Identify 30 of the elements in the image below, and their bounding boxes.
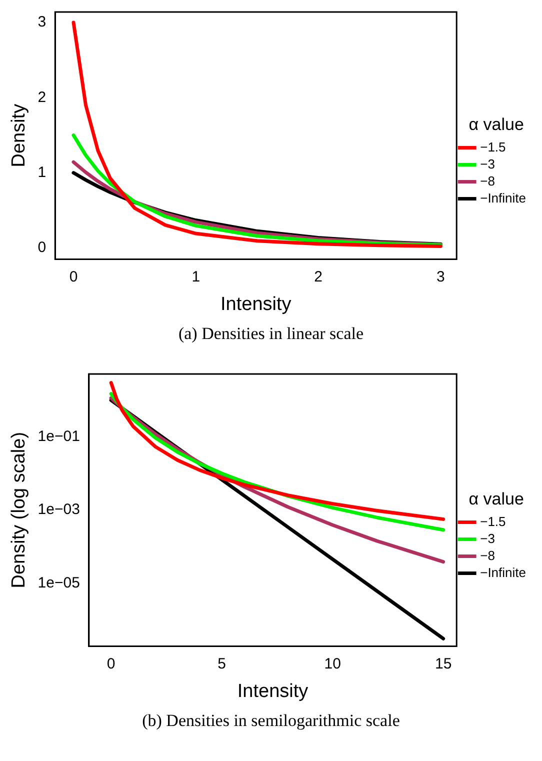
x-tick-label: 0 (106, 655, 116, 672)
x-axis-title: Intensity (220, 294, 292, 315)
y-axis-title: Density (log scale) (8, 432, 30, 588)
y-tick-label: 1e−01 (38, 428, 80, 445)
legend-title: α value (468, 489, 524, 508)
x-tick-label: 1 (192, 268, 200, 286)
legend-label: −8 (480, 548, 495, 563)
legend-label: −8 (480, 173, 495, 188)
legend-title: α value (468, 114, 524, 134)
text: (b) Densities in semilogarithmic scale (141, 711, 401, 731)
x-tick-label: 5 (218, 655, 226, 672)
x-tick-label: 3 (436, 268, 445, 286)
x-tick-label: 2 (314, 268, 322, 286)
y-axis-title: Density (8, 103, 30, 168)
x-axis-title: Intensity (237, 680, 309, 702)
y-tick-label: 2 (38, 88, 46, 106)
legend-label: −Infinite (480, 564, 526, 580)
x-tick-label: 10 (324, 655, 341, 672)
legend-label: −3 (480, 156, 495, 172)
y-tick-label: 1e−03 (38, 501, 80, 518)
x-tick-label: 15 (434, 655, 452, 672)
y-tick-label: 3 (38, 14, 46, 31)
legend-label: −1.5 (480, 139, 506, 154)
legend-label: −Infinite (480, 190, 526, 206)
legend-label: −3 (480, 530, 495, 546)
text: (a) Densities in linear scale (177, 324, 365, 344)
y-tick-label: 0 (38, 239, 46, 256)
legend-label: −1.5 (480, 514, 506, 529)
y-tick-label: 1e−05 (38, 574, 80, 592)
y-tick-label: 1 (38, 164, 46, 181)
